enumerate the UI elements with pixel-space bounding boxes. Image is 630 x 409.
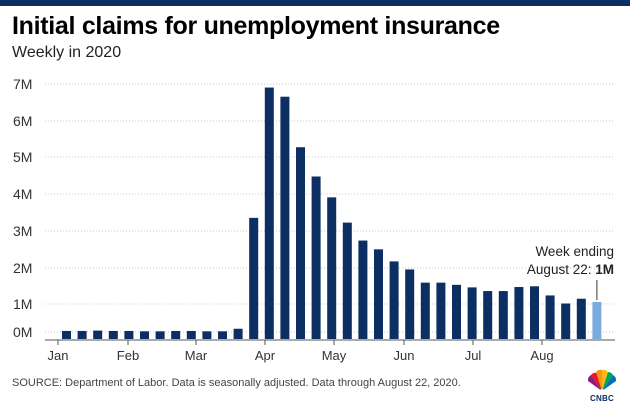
bar: [62, 330, 71, 339]
bar: [342, 222, 352, 339]
bar: [545, 295, 555, 339]
bar: [389, 261, 399, 339]
y-tick-label: 0M: [13, 324, 32, 340]
bar: [124, 330, 134, 339]
bar: [171, 330, 181, 339]
chart-title: Initial claims for unemployment insuranc…: [12, 12, 500, 40]
bar: [77, 330, 87, 339]
peacock-icon: [587, 369, 617, 393]
x-tick-label: Mar: [185, 348, 208, 363]
cnbc-logo: CNBC: [582, 369, 622, 405]
x-tick-label: Jun: [394, 348, 415, 363]
bar: [436, 282, 446, 339]
bar: [155, 331, 165, 339]
logo-text: CNBC: [590, 394, 614, 403]
chart-subtitle: Weekly in 2020: [12, 44, 122, 61]
y-tick-label: 7M: [13, 76, 32, 92]
y-tick-label: 3M: [13, 223, 32, 239]
bar: [186, 330, 196, 339]
bar: [498, 291, 508, 339]
bar: [576, 298, 586, 339]
bar: [108, 330, 118, 339]
bar: [467, 287, 477, 339]
bar: [530, 286, 539, 339]
bar: [405, 269, 415, 339]
bar: [296, 147, 305, 339]
bar: [561, 303, 571, 339]
bar: [358, 240, 368, 339]
x-tick-label: Aug: [530, 348, 553, 363]
bar: [483, 291, 493, 339]
x-tick-label: Apr: [255, 348, 276, 363]
bar: [140, 331, 149, 339]
bar: [327, 197, 337, 339]
bar: [233, 328, 243, 339]
x-tick-label: Jul: [465, 348, 482, 363]
bar: [311, 176, 321, 339]
y-tick-label: 6M: [13, 113, 32, 129]
y-tick-label: 5M: [13, 149, 32, 165]
bar: [452, 284, 461, 339]
y-tick-label: 4M: [13, 186, 32, 202]
bar: [280, 96, 290, 339]
annotation-line2: August 22: 1M: [527, 262, 614, 277]
top-accent-bar: [0, 0, 630, 6]
bar: [93, 330, 103, 339]
y-tick-label: 1M: [13, 296, 32, 312]
y-tick-label: 2M: [13, 260, 32, 276]
bar-highlight: [592, 302, 602, 339]
source-note: SOURCE: Department of Labor. Data is sea…: [12, 377, 461, 389]
bar: [202, 331, 212, 339]
bar: [249, 217, 259, 339]
bar: [514, 287, 524, 339]
bar-chart: 0M 1M 2M 3M 4M 5M 6M 7M Jan Feb Mar Apr May Jun Jul Aug…: [13, 76, 615, 363]
x-tick-label: Jan: [48, 348, 69, 363]
bar: [420, 282, 430, 339]
bar: [264, 87, 274, 339]
x-tick-label: Feb: [117, 348, 139, 363]
x-tick-label: May: [322, 348, 347, 363]
bar: [218, 331, 227, 339]
bar: [374, 249, 383, 339]
annotation-line1: Week ending: [535, 244, 614, 259]
